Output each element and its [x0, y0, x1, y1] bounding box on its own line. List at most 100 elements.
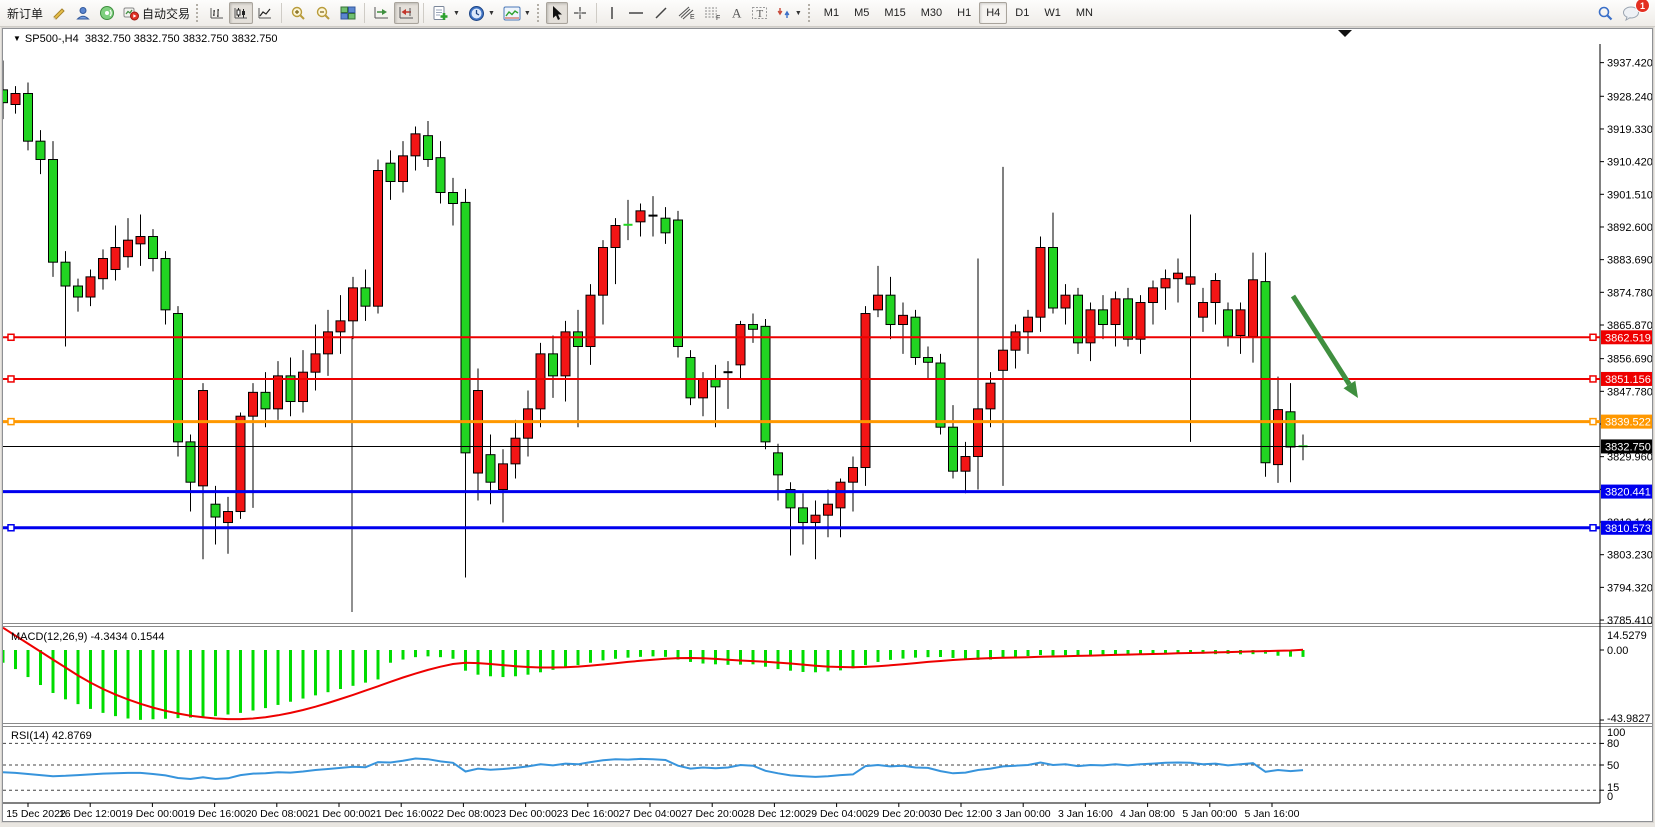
- svg-text:A: A: [732, 6, 742, 21]
- zoom-in-button[interactable]: [286, 2, 311, 24]
- timeframe-button-H1[interactable]: H1: [957, 7, 972, 19]
- line-handle[interactable]: [7, 524, 15, 532]
- svg-text:3901.510: 3901.510: [1607, 189, 1652, 201]
- candlestick-series: [3, 60, 1308, 578]
- svg-text:23 Dec 00:00: 23 Dec 00:00: [494, 808, 557, 820]
- svg-text:22 Dec 08:00: 22 Dec 08:00: [432, 808, 495, 820]
- line-handle[interactable]: [7, 375, 15, 383]
- svg-text:21 Dec 16:00: 21 Dec 16:00: [370, 808, 433, 820]
- price-badge-3851.156: 3851.156: [1601, 371, 1652, 386]
- timeframe-button-D1[interactable]: D1: [1015, 7, 1030, 19]
- new-chart-button[interactable]: ▼: [428, 2, 464, 24]
- svg-text:23 Dec 16:00: 23 Dec 16:00: [557, 808, 620, 820]
- line-handle[interactable]: [1589, 417, 1597, 426]
- svg-text:3 Jan 00:00: 3 Jan 00:00: [996, 808, 1051, 820]
- horizontal-line-tool-button[interactable]: [623, 2, 649, 24]
- svg-text:5 Jan 00:00: 5 Jan 00:00: [1182, 808, 1237, 820]
- candlestick-chart-type-button[interactable]: [229, 2, 254, 24]
- svg-text:3839.522: 3839.522: [1605, 417, 1651, 429]
- autotrading-icon: [123, 7, 140, 21]
- timeframe-button-M30[interactable]: M30: [920, 7, 943, 19]
- svg-text:0.00: 0.00: [1607, 645, 1628, 657]
- svg-text:3862.519: 3862.519: [1605, 332, 1651, 344]
- toolbar-grip: [196, 4, 201, 22]
- chart-shift-button[interactable]: [369, 2, 394, 24]
- svg-text:28 Dec 12:00: 28 Dec 12:00: [743, 808, 806, 820]
- line-handle[interactable]: [7, 333, 15, 342]
- timeframe-button-H4[interactable]: H4: [979, 2, 1008, 24]
- svg-text:4 Jan 08:00: 4 Jan 08:00: [1120, 808, 1175, 820]
- svg-text:16 Dec 12:00: 16 Dec 12:00: [59, 808, 122, 820]
- chart-area[interactable]: 3937.420 3928.240 3919.330 3910.420 3901.510…: [1, 27, 1654, 823]
- autotrading-button[interactable]: 自动交易: [119, 2, 194, 24]
- vertical-line-tool-button[interactable]: [601, 2, 623, 24]
- macd-signal-line: [3, 626, 1304, 721]
- new-order-label: 新订单: [7, 6, 44, 21]
- svg-text:19 Dec 00:00: 19 Dec 00:00: [121, 808, 184, 820]
- line-handle[interactable]: [1589, 524, 1597, 532]
- fibonacci-tool-button[interactable]: F: [699, 2, 725, 24]
- line-handle[interactable]: [1589, 375, 1597, 383]
- panel-separators: [3, 623, 1652, 727]
- horizontal-line-3810.573[interactable]: [3, 524, 1600, 532]
- zoom-out-button[interactable]: [311, 2, 336, 24]
- current-price-badge: 3832.750: [1601, 439, 1652, 454]
- trend-arrow-object[interactable]: [1290, 294, 1358, 398]
- crosshair-tool-button[interactable]: [568, 2, 592, 24]
- rsi-line: [3, 757, 1304, 781]
- macd-histogram: [3, 650, 1305, 720]
- tile-windows-button[interactable]: [336, 2, 360, 24]
- text-tool-button[interactable]: A: [725, 2, 747, 24]
- svg-text:100: 100: [1607, 727, 1625, 739]
- timeframe-button-M15[interactable]: M15: [884, 7, 906, 19]
- svg-text:3829.960: 3829.960: [1607, 452, 1652, 464]
- svg-text:19 Dec 16:00: 19 Dec 16:00: [183, 808, 246, 820]
- chevron-down-icon: ▼: [487, 9, 495, 17]
- svg-text:3874.780: 3874.780: [1607, 287, 1652, 299]
- svg-text:29 Dec 20:00: 29 Dec 20:00: [868, 808, 931, 820]
- auto-scroll-button[interactable]: [394, 2, 420, 24]
- svg-text:F: F: [716, 15, 720, 21]
- notifications-button[interactable]: 1: [1618, 0, 1650, 24]
- timeframe-button-M5[interactable]: M5: [854, 7, 870, 19]
- toolbar-separator: [595, 3, 597, 23]
- chart-canvas[interactable]: 3937.420 3928.240 3919.330 3910.420 3901.510…: [3, 29, 1652, 821]
- trendline-tool-button[interactable]: [649, 2, 673, 24]
- chevron-down-icon: ▼: [794, 9, 802, 17]
- timeframe-group: M1 M5 M15 M30 H1 H4 D1 W1 MN: [817, 2, 1100, 24]
- svg-text:3832.750: 3832.750: [1605, 441, 1651, 453]
- svg-text:30 Dec 12:00: 30 Dec 12:00: [930, 808, 993, 820]
- horizontal-line-3862.519[interactable]: [3, 333, 1600, 342]
- svg-text:3 Jan 16:00: 3 Jan 16:00: [1058, 808, 1113, 820]
- timeframe-button-MN[interactable]: MN: [1075, 7, 1093, 19]
- toolbar-grip: [536, 4, 542, 22]
- period-selector-button[interactable]: ▼: [464, 2, 499, 24]
- cursor-tool-button[interactable]: [545, 2, 568, 24]
- line-handle[interactable]: [7, 417, 15, 426]
- horizontal-line-3851.156[interactable]: [3, 375, 1600, 383]
- arrows-tool-button[interactable]: ▼: [772, 2, 806, 24]
- horizontal-line-3839.522[interactable]: [3, 417, 1600, 426]
- signals-icon[interactable]: [95, 2, 119, 24]
- search-icon[interactable]: [1593, 2, 1618, 24]
- svg-text:3865.870: 3865.870: [1607, 320, 1652, 332]
- chart-shift-marker[interactable]: [1338, 30, 1352, 37]
- timeframe-button-W1[interactable]: W1: [1044, 7, 1061, 19]
- svg-text:27 Dec 04:00: 27 Dec 04:00: [619, 808, 682, 820]
- community-icon[interactable]: [71, 2, 95, 24]
- svg-text:20 Dec 08:00: 20 Dec 08:00: [246, 808, 309, 820]
- indicators-button[interactable]: ▼: [499, 2, 535, 24]
- metaeditor-icon[interactable]: [47, 2, 71, 24]
- chevron-down-icon: ▼: [453, 9, 460, 17]
- svg-text:0: 0: [1607, 791, 1613, 803]
- bar-chart-type-button[interactable]: [205, 2, 229, 24]
- line-handle[interactable]: [1589, 333, 1597, 342]
- line-chart-type-button[interactable]: [253, 2, 277, 24]
- equidistant-channel-tool-button[interactable]: E: [673, 2, 699, 24]
- svg-text:15 Dec 2022: 15 Dec 2022: [6, 808, 66, 820]
- new-order-button[interactable]: 新订单: [3, 2, 47, 24]
- svg-text:21 Dec 00:00: 21 Dec 00:00: [308, 808, 371, 820]
- main-toolbar: 新订单 自动交易 ▼ ▼ ▼ E F A T ▼ M1 M5 M15 M30 H1 H4 D…: [0, 0, 1655, 27]
- text-label-tool-button[interactable]: T: [747, 2, 772, 24]
- timeframe-button-M1[interactable]: M1: [823, 7, 840, 19]
